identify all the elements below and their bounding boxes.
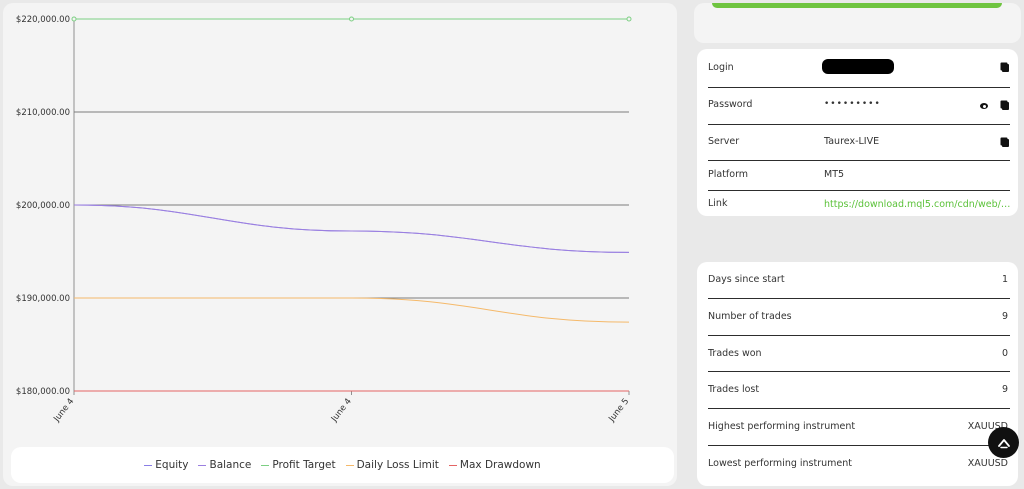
- y-tick-label: $210,000.00: [16, 108, 70, 118]
- link-label: Link: [708, 198, 728, 209]
- download-link[interactable]: https://download.mql5.com/cdn/web/217...: [824, 199, 1014, 210]
- stat-value: 9: [1001, 384, 1008, 395]
- stat-label: Trades lost: [708, 384, 760, 395]
- equity-chart: $220,000.00 $210,000.00 $200,000.00 $190,00…: [16, 15, 632, 425]
- login-masked-value: [822, 59, 894, 74]
- copy-icon[interactable]: [1002, 102, 1009, 110]
- copy-icon[interactable]: [1002, 139, 1009, 147]
- copy-icon[interactable]: [1002, 64, 1009, 72]
- stat-label: Lowest performing instrument: [708, 458, 852, 469]
- legend-swatch: [448, 464, 457, 466]
- progress-strip: [694, 3, 1021, 43]
- legend-item[interactable]: Balance: [198, 459, 251, 471]
- profit-target-point: [626, 16, 632, 22]
- stat-value: 1: [1001, 274, 1008, 285]
- link-row: Link https://download.mql5.com/cdn/web/2…: [708, 191, 1014, 216]
- legend-swatch: [198, 464, 207, 466]
- progress-bar: [712, 3, 1002, 8]
- stat-row: Number of trades 9: [708, 299, 1010, 336]
- platform-row: Platform MT5: [708, 161, 1010, 191]
- credentials-card: Login Password ••••••••• Server Taurex-L…: [697, 49, 1018, 216]
- legend-item[interactable]: Daily Loss Limit: [345, 459, 439, 471]
- password-row: Password •••••••••: [708, 88, 1010, 125]
- platform-label: Platform: [708, 169, 749, 180]
- series-line-equity: [73, 204, 630, 253]
- legend-swatch: [261, 464, 270, 466]
- stat-value: 0: [1001, 348, 1008, 359]
- stat-value: XAUUSD: [967, 421, 1008, 432]
- stat-label: Number of trades: [708, 311, 792, 322]
- stat-row: Days since start 1: [708, 262, 1010, 299]
- legend-item[interactable]: Max Drawdown: [448, 459, 541, 471]
- chart-panel: $220,000.00 $210,000.00 $200,000.00 $190,00…: [3, 3, 677, 486]
- stat-row: Trades lost 9: [708, 372, 1010, 409]
- server-label: Server: [708, 136, 740, 147]
- stat-row: Lowest performing instrument XAUUSD: [708, 446, 1010, 482]
- stat-value: 9: [1001, 311, 1008, 322]
- legend-swatch: [144, 464, 153, 466]
- server-value: Taurex-LIVE: [824, 136, 880, 147]
- server-row: Server Taurex-LIVE: [708, 125, 1010, 161]
- legend-label: Balance: [209, 459, 252, 471]
- stat-label: Days since start: [708, 274, 785, 285]
- series-line-daily-loss-limit: [74, 297, 630, 323]
- eye-icon[interactable]: [980, 103, 988, 109]
- legend-label: Equity: [155, 459, 189, 471]
- login-label: Login: [708, 62, 734, 73]
- scroll-up-button[interactable]: [988, 427, 1019, 458]
- password-label: Password: [708, 99, 753, 110]
- legend-label: Profit Target: [272, 459, 336, 471]
- stat-label: Trades won: [708, 348, 762, 359]
- y-tick-label: $220,000.00: [16, 15, 70, 25]
- profit-target-point: [349, 16, 354, 22]
- login-row: Login: [708, 49, 1010, 88]
- x-tick-label: June 4: [329, 397, 354, 425]
- y-tick-label: $200,000.00: [16, 201, 70, 211]
- stat-row: Trades won 0: [708, 336, 1010, 372]
- legend-item[interactable]: Equity: [144, 459, 188, 471]
- y-tick-label: $190,000.00: [16, 294, 70, 304]
- series-line-balance: [73, 204, 630, 253]
- chevron-up-icon: [997, 438, 1010, 448]
- profit-target-point: [71, 16, 77, 22]
- legend-label: Daily Loss Limit: [356, 459, 439, 471]
- stats-card: Days since start 1 Number of trades 9 Trades…: [697, 262, 1018, 486]
- legend-item[interactable]: Profit Target: [261, 459, 336, 471]
- chart-legend: Equity Balance Profit Target Daily Loss Lim…: [11, 447, 674, 483]
- stat-value: XAUUSD: [967, 458, 1008, 469]
- stat-label: Highest performing instrument: [708, 421, 856, 432]
- password-value: •••••••••: [824, 99, 881, 109]
- x-tick-label: June 5: [606, 397, 631, 425]
- stat-row: Highest performing instrument XAUUSD: [708, 409, 1010, 446]
- legend-label: Max Drawdown: [459, 459, 541, 471]
- y-tick-label: $180,000.00: [16, 387, 70, 397]
- account-sidebar: Login Password ••••••••• Server Taurex-L…: [694, 3, 1021, 486]
- legend-swatch: [345, 464, 354, 466]
- x-tick-label: June 4: [51, 397, 76, 425]
- platform-value: MT5: [824, 169, 845, 180]
